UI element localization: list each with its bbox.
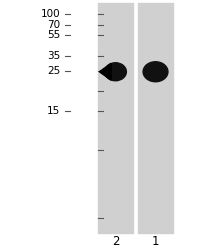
Text: 15: 15 xyxy=(47,106,60,116)
Text: 100: 100 xyxy=(41,9,60,19)
Text: 2: 2 xyxy=(112,235,119,248)
Text: 1: 1 xyxy=(152,235,159,248)
Text: 35: 35 xyxy=(47,51,60,61)
Text: 70: 70 xyxy=(47,20,60,30)
Bar xyxy=(138,2,173,232)
Text: 25: 25 xyxy=(47,66,60,76)
Ellipse shape xyxy=(105,63,126,81)
Polygon shape xyxy=(99,63,111,80)
Bar xyxy=(98,2,133,232)
Text: 55: 55 xyxy=(47,30,60,40)
Ellipse shape xyxy=(143,62,168,82)
